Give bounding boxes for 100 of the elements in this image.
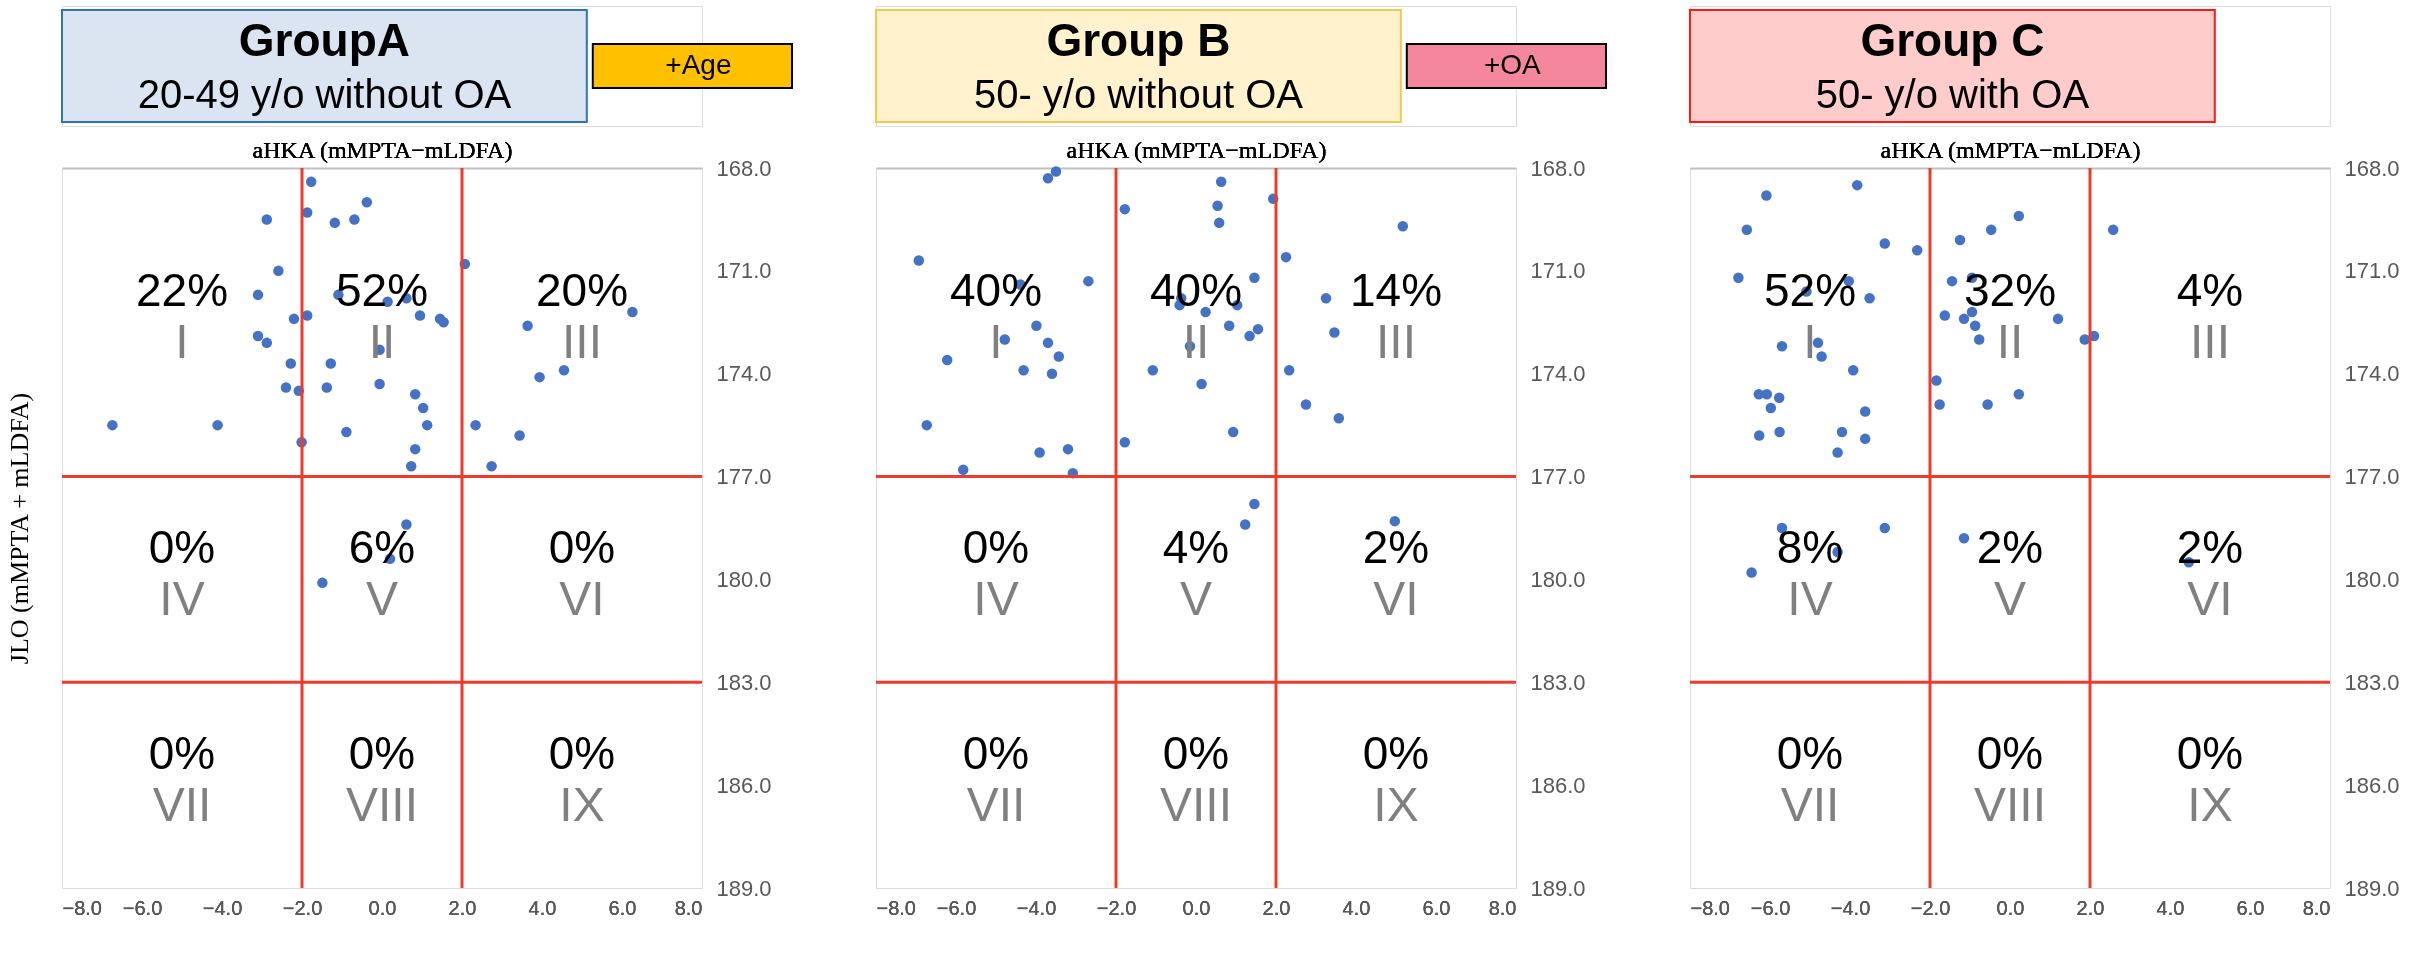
y-tick-label: 174.0 <box>716 361 772 387</box>
x-tick-label: 6.0 <box>608 896 637 919</box>
y-tick-label: 180.0 <box>716 566 772 592</box>
x-tick-label: 8.0 <box>1488 896 1517 919</box>
y-tick-label: 168.0 <box>716 155 772 181</box>
annotation: 0% <box>548 727 616 780</box>
annotation: 0% <box>548 521 616 574</box>
x-axis-title: aHKA (mMPTA−mLDFA) <box>1066 136 1327 163</box>
x-axis-title: aHKA (mMPTA−mLDFA) <box>252 136 513 163</box>
annotation: 22% <box>135 264 229 317</box>
chart-title: Group C <box>1860 14 2045 66</box>
y-tick-label: 183.0 <box>1530 669 1586 695</box>
x-tick-label: 0.0 <box>1182 896 1211 919</box>
annotation: 0% <box>1162 727 1230 780</box>
annotation: IX <box>1373 778 1419 832</box>
annotation: VIII <box>345 778 419 832</box>
annotation: 0% <box>1776 727 1844 780</box>
y-tick-label: 186.0 <box>716 772 772 798</box>
x-tick-label: 2.0 <box>2076 896 2105 919</box>
annotation: VII <box>152 778 212 832</box>
annotation: 0% <box>348 727 416 780</box>
text: +Age <box>665 49 732 80</box>
annotation: 4% <box>2176 264 2244 317</box>
annotation: 52% <box>1763 264 1857 317</box>
x-tick-label: 6.0 <box>2236 896 2265 919</box>
annotation: VIII <box>1973 778 2047 832</box>
y-tick-label: 189.0 <box>716 875 772 901</box>
y-tick-label: 189.0 <box>2344 875 2400 901</box>
x-tick-label: 2.0 <box>448 896 477 919</box>
annotation: 20% <box>535 264 629 317</box>
annotation: VIII <box>1159 778 1233 832</box>
annotation: V <box>1179 572 1213 626</box>
x-tick-label: 4.0 <box>528 896 557 919</box>
chart-subtitle: 50- y/o without OA <box>973 72 1304 116</box>
y-axis-title: JLO (mMPTA + mLDFA) <box>4 392 34 665</box>
y-tick-label: 177.0 <box>1530 464 1586 490</box>
y-tick-label: 174.0 <box>1530 361 1586 387</box>
annotation: IV <box>1787 572 1833 626</box>
text: +OA <box>1483 49 1542 80</box>
y-tick-label: 186.0 <box>2344 772 2400 798</box>
x-tick-label: 0.0 <box>1996 896 2025 919</box>
x-tick-label: −8.0 <box>876 896 916 919</box>
annotation: 40% <box>949 264 1043 317</box>
annotation: 14% <box>1349 264 1443 317</box>
annotation: 2% <box>1362 521 1430 574</box>
annotation: 2% <box>2176 521 2244 574</box>
annotation: 8% <box>1776 521 1844 574</box>
annotation: VI <box>559 572 605 626</box>
annotation: V <box>1993 572 2027 626</box>
x-tick-label: −4.0 <box>202 896 243 919</box>
annotation: I <box>989 315 1003 369</box>
annotation: IX <box>559 778 605 832</box>
x-tick-label: −2.0 <box>1096 896 1137 919</box>
y-tick-label: 168.0 <box>2344 155 2400 181</box>
y-tick-label: 189.0 <box>1530 875 1586 901</box>
x-tick-label: −8.0 <box>62 896 102 919</box>
y-tick-label: 171.0 <box>716 258 772 284</box>
annotation: 0% <box>1976 727 2044 780</box>
y-tick-label: 180.0 <box>1530 566 1586 592</box>
annotation: III <box>561 315 603 369</box>
annotation: III <box>2189 315 2231 369</box>
annotation: III <box>1375 315 1417 369</box>
x-tick-label: 2.0 <box>1262 896 1291 919</box>
annotation: 4% <box>1162 521 1230 574</box>
x-tick-label: 8.0 <box>674 896 703 919</box>
x-tick-label: −4.0 <box>1830 896 1871 919</box>
x-tick-label: −6.0 <box>122 896 163 919</box>
chart-subtitle: 50- y/o with OA <box>1815 72 2090 116</box>
x-axis-title: aHKA (mMPTA−mLDFA) <box>1880 136 2141 163</box>
annotation: IX <box>2187 778 2233 832</box>
x-tick-label: −6.0 <box>936 896 977 919</box>
annotation: 6% <box>348 521 416 574</box>
y-tick-label: 168.0 <box>1530 155 1586 181</box>
chart-title: Group B <box>1046 14 1231 66</box>
annotation: 52% <box>335 264 429 317</box>
y-tick-label: 177.0 <box>716 464 772 490</box>
annotation: VII <box>1780 778 1840 832</box>
x-tick-label: 8.0 <box>2302 896 2331 919</box>
y-tick-label: 183.0 <box>2344 669 2400 695</box>
annotation: VI <box>2187 572 2233 626</box>
annotation: IV <box>973 572 1019 626</box>
annotation: IV <box>159 572 205 626</box>
annotation: II <box>1996 315 2024 369</box>
chart-title: GroupA <box>238 14 410 66</box>
x-tick-label: −6.0 <box>1750 896 1791 919</box>
y-tick-label: 171.0 <box>2344 258 2400 284</box>
y-tick-label: 186.0 <box>1530 772 1586 798</box>
annotation: 0% <box>148 727 216 780</box>
annotation: 0% <box>962 521 1030 574</box>
annotation: VI <box>1373 572 1419 626</box>
x-tick-label: 4.0 <box>2156 896 2185 919</box>
x-tick-label: −2.0 <box>1910 896 1951 919</box>
x-tick-label: −4.0 <box>1016 896 1057 919</box>
annotation: I <box>175 315 189 369</box>
x-tick-label: 6.0 <box>1422 896 1451 919</box>
annotation: II <box>1182 315 1210 369</box>
annotation: 0% <box>1362 727 1430 780</box>
annotation: 2% <box>1976 521 2044 574</box>
x-tick-label: 4.0 <box>1342 896 1371 919</box>
y-tick-label: 171.0 <box>1530 258 1586 284</box>
